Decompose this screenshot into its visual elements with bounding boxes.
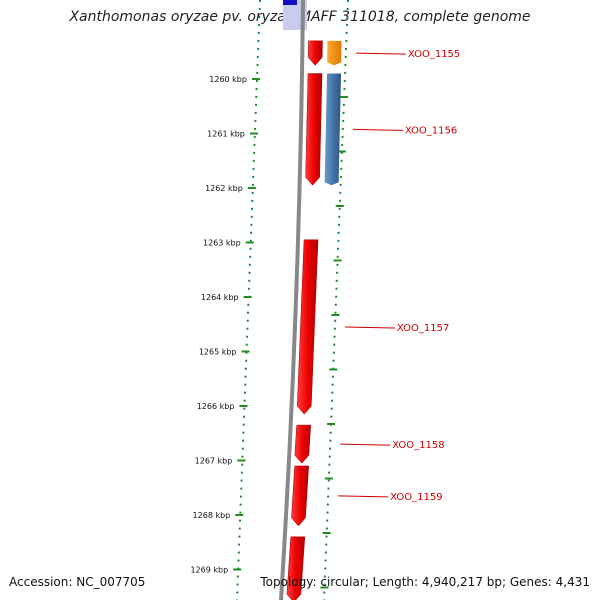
gene-label-XOO_1159[interactable]: XOO_1159 [390,492,442,503]
leader-XOO_1157 [344,326,395,329]
tick-label-1268: 1268 kbp [193,511,231,520]
outer-tick-rail [236,0,261,600]
tick-label-1269: 1269 kbp [190,566,228,575]
leader-XOO_1158 [340,443,391,446]
gene-label-XOO_1157[interactable]: XOO_1157 [397,323,449,334]
accession-text: Accession: NC_007705 [9,575,146,589]
gene-label-XOO_1158[interactable]: XOO_1158 [392,440,444,451]
ticks-layer: 1260 kbp 1261 kbp 1262 kbp 1263 kbp 1264 kbp… [190,75,349,589]
genes-layer [286,40,342,600]
gene-unnamed-5[interactable] [286,536,306,600]
tick-label-1262: 1262 kbp [205,184,243,193]
tick-label-1265: 1265 kbp [199,348,237,357]
tick-label-1266: 1266 kbp [197,402,235,411]
tick-label-1264: 1264 kbp [201,293,239,302]
gene-label-XOO_1155[interactable]: XOO_1155 [408,49,460,60]
feature-rRNA-like-0[interactable] [327,40,342,66]
gene-label-XOO_1156[interactable]: XOO_1156 [405,125,457,136]
gene-XOO_1158[interactable] [294,424,311,464]
gene-XOO_1155[interactable] [307,40,323,66]
gene-XOO_1157[interactable] [296,239,319,415]
leader-XOO_1156 [352,128,403,131]
topology-text: Topology: circular; Length: 4,940,217 bp… [260,575,590,589]
tick-label-1263: 1263 kbp [203,239,241,248]
tick-label-1261: 1261 kbp [207,130,245,139]
leader-XOO_1159 [338,495,389,498]
gene-XOO_1156[interactable] [305,73,323,186]
leader-XOO_1155 [355,52,406,55]
gene-XOO_1159[interactable] [291,465,309,527]
top-block-dark [283,0,297,5]
tick-label-1267: 1267 kbp [195,457,233,466]
tick-label-1260: 1260 kbp [209,75,247,84]
feature-mRNA-like-1[interactable] [324,73,342,186]
genome-backbone [279,0,305,600]
labels-layer: XOO_1155 XOO_1156 XOO_1157 XOO_1158 XOO_1159 [338,49,460,503]
